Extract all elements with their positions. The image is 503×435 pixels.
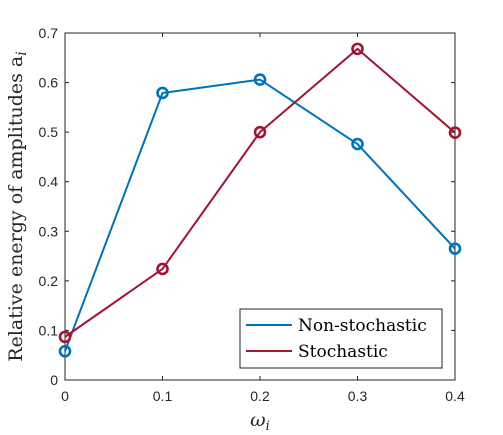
data-point-non-stochastic bbox=[351, 137, 364, 151]
data-point-stochastic bbox=[351, 42, 364, 56]
x-tick-label: 0 bbox=[61, 388, 69, 404]
legend-entry-non-stochastic: Non-stochastic bbox=[298, 316, 427, 336]
y-tick-label: 0.1 bbox=[39, 322, 59, 338]
series-line-non-stochastic bbox=[64, 78, 456, 352]
y-axis-label-main: Relative energy of amplitudes a bbox=[5, 56, 27, 362]
y-axis-label-sub: i bbox=[14, 51, 30, 55]
x-tick-label: 0.1 bbox=[153, 388, 173, 404]
series-line-stochastic bbox=[64, 47, 456, 338]
y-tick-label: 0.3 bbox=[39, 223, 59, 239]
legend: Non-stochastic Stochastic bbox=[239, 308, 443, 369]
data-point-stochastic bbox=[253, 125, 267, 139]
x-axis: 0 0.1 0.2 0.3 0.4 bbox=[61, 33, 465, 404]
y-tick-label: 0.5 bbox=[39, 124, 59, 140]
data-point-stochastic bbox=[58, 330, 72, 344]
x-axis-label-sub: i bbox=[266, 419, 270, 434]
x-tick-label: 0.4 bbox=[445, 388, 465, 404]
x-tick-label: 0.2 bbox=[250, 388, 270, 404]
y-tick-label: 0.2 bbox=[39, 273, 59, 289]
legend-box bbox=[239, 308, 443, 369]
y-axis: 0 0.1 0.2 0.3 0.4 0.5 0.6 0.7 bbox=[39, 25, 455, 388]
x-axis-label: ωi bbox=[250, 409, 270, 434]
y-tick-label: 0.6 bbox=[39, 75, 59, 91]
data-point-stochastic bbox=[448, 126, 462, 139]
y-tick-label: 0.7 bbox=[39, 25, 59, 41]
x-axis-label-main: ω bbox=[250, 409, 266, 431]
data-point-non-stochastic bbox=[156, 86, 169, 100]
data-point-non-stochastic bbox=[58, 344, 72, 358]
legend-entry-stochastic: Stochastic bbox=[298, 342, 388, 362]
data-point-non-stochastic bbox=[448, 242, 462, 255]
y-tick-label: 0.4 bbox=[39, 174, 59, 190]
data-point-non-stochastic bbox=[253, 73, 267, 86]
y-tick-label: 0 bbox=[50, 372, 58, 388]
data-point-stochastic bbox=[156, 262, 169, 276]
x-tick-label: 0.3 bbox=[348, 388, 368, 404]
y-axis-label: Relative energy of amplitudes ai bbox=[5, 51, 30, 361]
